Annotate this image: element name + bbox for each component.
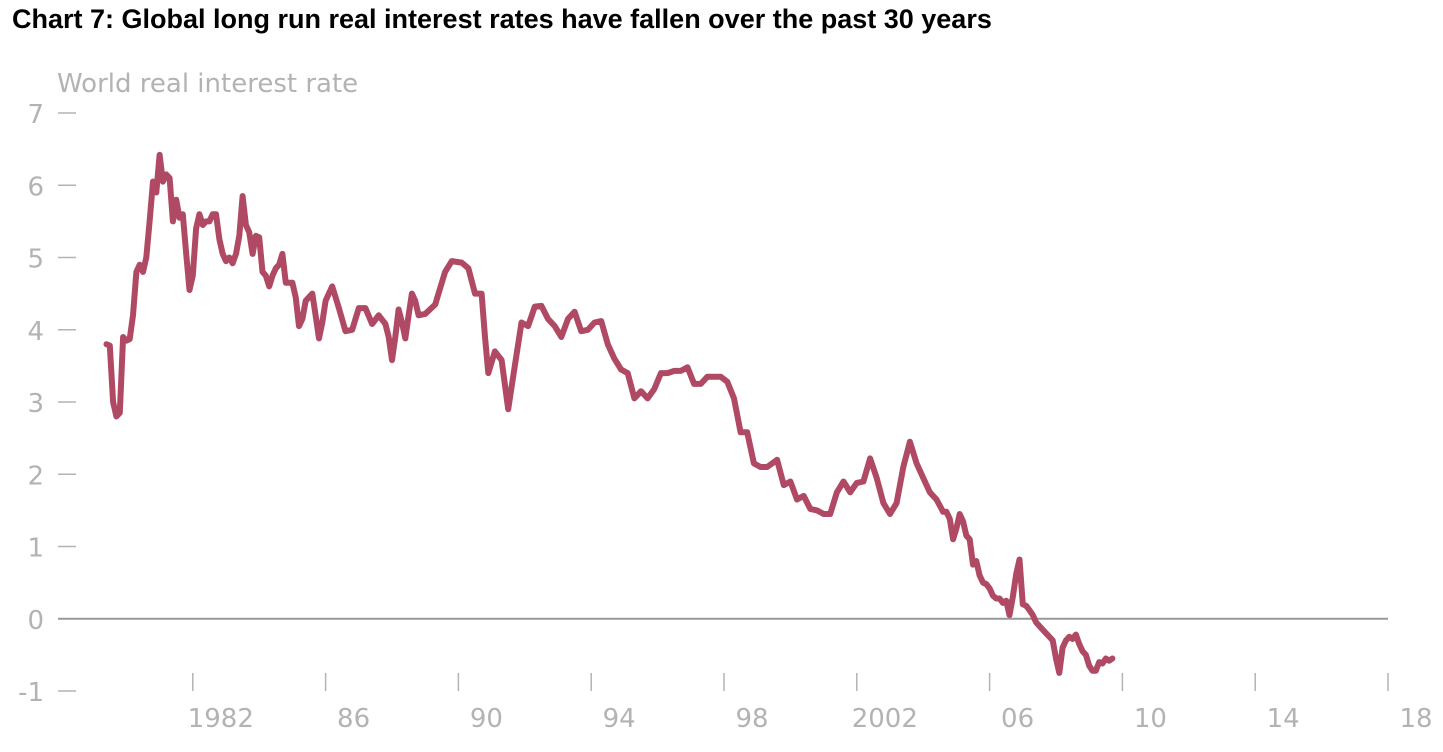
- y-tick-label: 5: [27, 245, 44, 275]
- x-tick-label: 98: [735, 704, 768, 734]
- y-tick-label: 2: [27, 461, 44, 491]
- x-tick-label: 14: [1267, 704, 1300, 734]
- y-tick-label: 3: [27, 389, 44, 419]
- series-line: [103, 151, 1116, 676]
- x-tick-label: 2002: [852, 704, 918, 734]
- y-axis-label: World real interest rate: [57, 69, 358, 99]
- y-tick-label: 4: [27, 317, 44, 347]
- x-tick-label: 10: [1134, 704, 1167, 734]
- x-tick-label: 86: [337, 704, 370, 734]
- x-tick-label: 94: [603, 704, 636, 734]
- series-group: [103, 151, 1116, 676]
- y-axis: 7 6 5 4 3 2 1 0 -1: [18, 100, 76, 708]
- y-tick-label: -1: [18, 678, 44, 708]
- y-tick-label: 1: [27, 534, 44, 564]
- chart-title: Chart 7: Global long run real interest r…: [12, 4, 992, 34]
- x-tick-label: 1982: [188, 704, 254, 734]
- y-tick-label: 0: [27, 606, 44, 636]
- x-axis: 1982 86 90 94 98 2002 06 10 14 18: [188, 673, 1433, 734]
- x-tick-label: 06: [1001, 704, 1034, 734]
- y-tick-label: 7: [27, 100, 44, 130]
- x-tick-label: 90: [470, 704, 503, 734]
- x-tick-label: 18: [1399, 704, 1432, 734]
- y-tick-label: 6: [27, 172, 44, 202]
